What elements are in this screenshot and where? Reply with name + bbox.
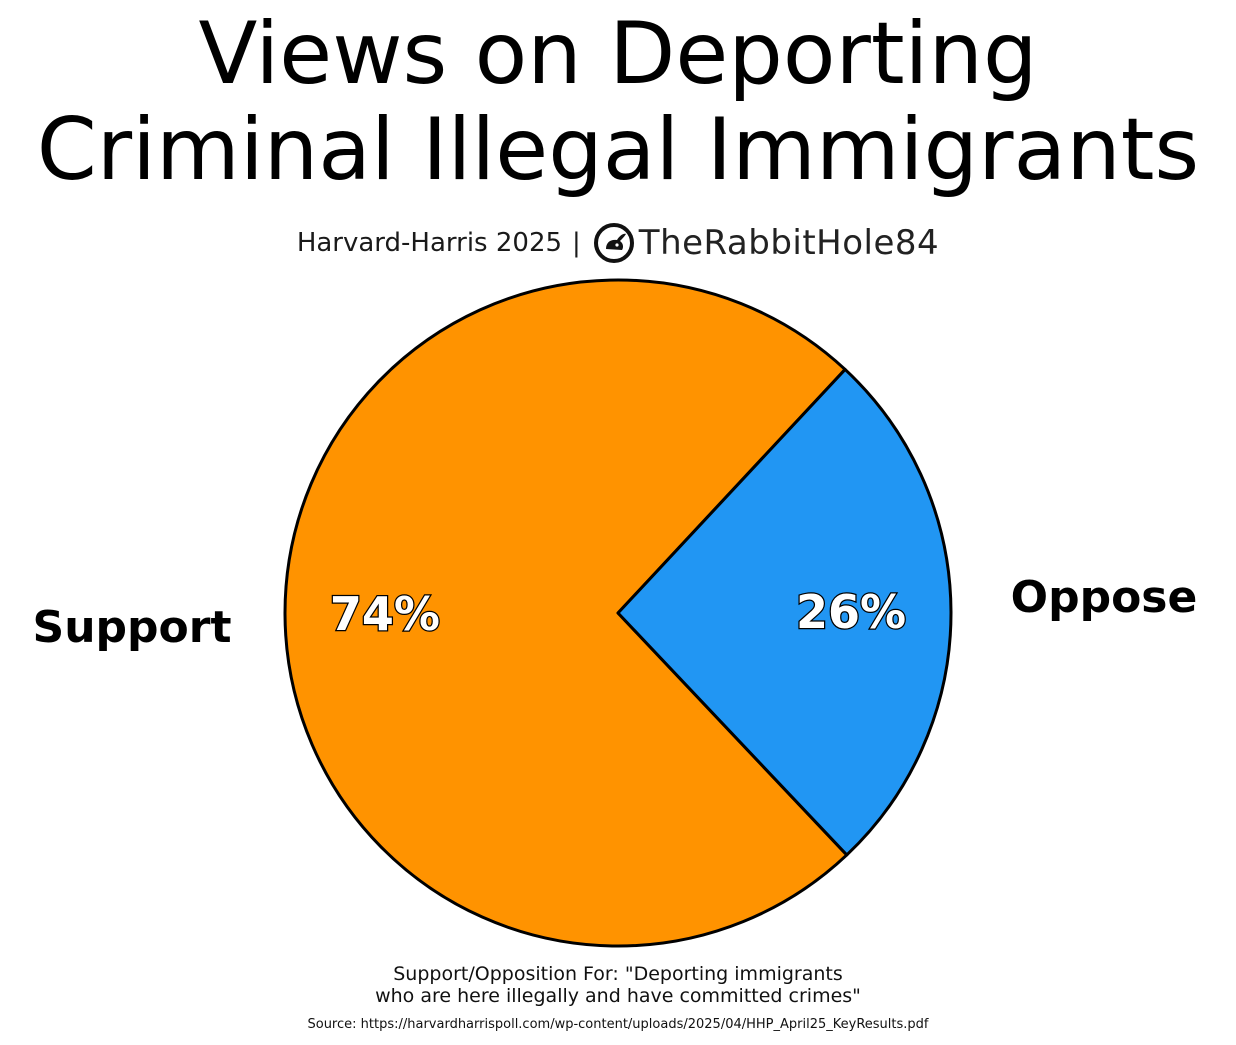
rabbit-icon [593,223,634,263]
chart-title-line-2: Criminal Illegal Immigrants [36,100,1200,200]
value-label-oppose: 26% [796,585,906,639]
pie-slice-support [283,278,849,948]
category-label-support: Support [33,602,232,653]
question-caption: Support/Opposition For: "Deporting immig… [0,963,1236,1007]
caption-line-1: Support/Opposition For: "Deporting immig… [393,963,843,985]
chart-title-line-1: Views on Deporting [198,4,1038,104]
source-url: Source: https://harvardharrispoll.com/wp… [307,1017,929,1032]
chart-title: Views on Deporting Criminal Illegal Immi… [0,6,1236,198]
poll-source-label: Harvard-Harris 2025 [296,228,563,258]
chart-subtitle: Harvard-Harris 2025 | TheRabbitHole84 [0,222,1236,264]
pie-slice-oppose [616,367,953,857]
subtitle-separator: | [572,228,581,258]
brand-name: TheRabbitHole84 [638,223,940,263]
caption-line-2: who are here illegally and have committe… [375,985,861,1007]
category-label-oppose: Oppose [1011,572,1198,623]
value-label-support: 74% [330,587,440,641]
